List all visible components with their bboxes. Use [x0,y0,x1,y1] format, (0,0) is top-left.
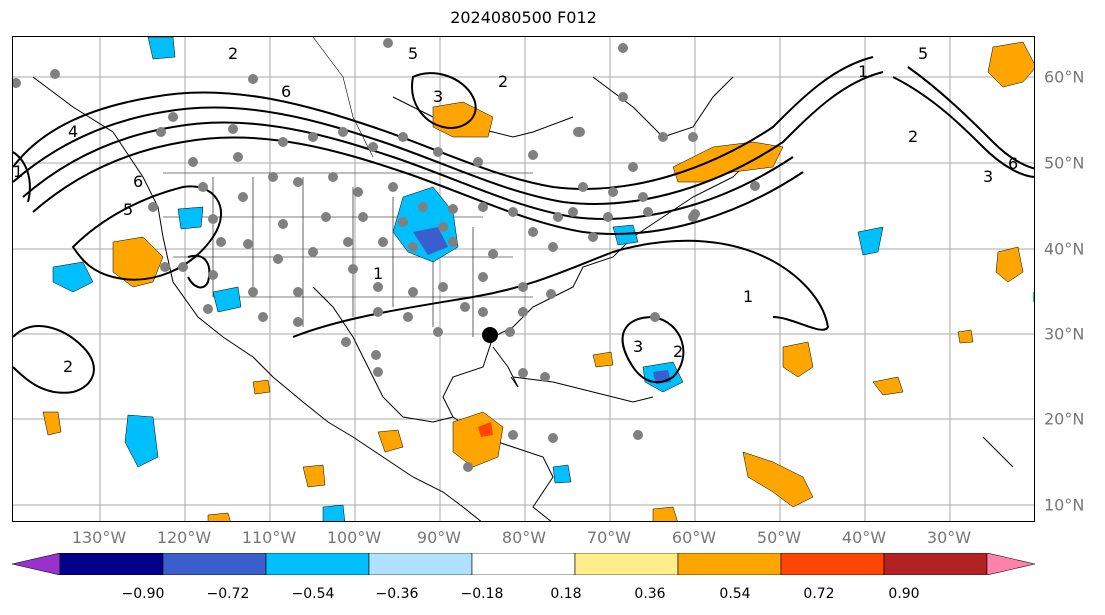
contour-label: 2 [228,44,238,63]
contour-label: 5 [408,44,418,63]
contour-label: 6 [133,172,143,191]
colorbar-segment [471,552,576,576]
colorbar-segment [780,552,885,576]
lon-label: 40°W [841,528,887,547]
highlight-station [482,327,498,343]
contours [13,56,1034,394]
contour-label: 6 [1008,154,1018,173]
colorbar-segment [677,552,782,576]
lon-label: 100°W [326,528,382,547]
contour-labels: 2 6 1 5 6 4 5 3 2 1 1 5 2 6 3 1 3 2 2 [13,44,1018,376]
contour-label: 1 [373,264,383,283]
colorbar-tick: 0.36 [634,586,666,602]
colorbar-tick: −0.36 [375,586,419,602]
lat-label: 30°N [1044,324,1085,344]
lon-label: 60°W [671,528,717,547]
lon-label: 30°W [926,528,972,547]
lat-label: 40°N [1044,239,1085,259]
lon-label: 50°W [756,528,802,547]
colorbar [11,552,1036,576]
map-panel: 2 6 1 5 6 4 5 3 2 1 1 5 2 6 3 1 3 2 2 [12,36,1035,522]
contour-label: 2 [498,72,508,91]
lon-label: 80°W [501,528,547,547]
lat-label: 50°N [1044,153,1085,173]
colorbar-segment [883,552,988,576]
contour-label: 3 [633,337,643,356]
contour-label: 5 [123,200,133,219]
station-markers [13,38,760,472]
colorbar-tick: 0.18 [550,586,582,602]
lon-label: 120°W [156,528,212,547]
colorbar-tick: −0.90 [121,586,165,602]
contour-label: 4 [68,122,78,141]
positive-anomaly-shading [42,41,1034,521]
colorbar-segment [574,552,679,576]
lat-label: 10°N [1044,495,1085,515]
lon-label: 110°W [241,528,297,547]
graticule [13,37,1034,521]
contour-label: 3 [433,87,443,106]
map-canvas: 2 6 1 5 6 4 5 3 2 1 1 5 2 6 3 1 3 2 2 [13,37,1034,521]
lat-label: 20°N [1044,409,1085,429]
contour-label: 3 [983,167,993,186]
lon-label: 130°W [71,528,127,547]
map-title: 2024080500 F012 [450,8,597,27]
coastlines [32,76,1014,521]
contour-label: 2 [673,342,683,361]
colorbar-tick: 0.54 [719,586,751,602]
colorbar-segment [368,552,473,576]
colorbar-extend-low [11,552,61,576]
contour-label: 6 [281,82,291,101]
colorbar-svg [11,552,1036,576]
colorbar-extend-high [986,552,1036,576]
colorbar-segment [59,552,164,576]
colorbar-segment [162,552,267,576]
lat-label: 60°N [1044,67,1085,87]
contour-label: 5 [918,44,928,63]
contour-label: 1 [13,162,23,181]
colorbar-tick: −0.72 [206,586,250,602]
contour-label: 2 [63,357,73,376]
colorbar-tick: 0.90 [888,586,920,602]
colorbar-segment [265,552,370,576]
contour-label: 1 [743,287,753,306]
lon-label: 70°W [586,528,632,547]
colorbar-tick: 0.72 [803,586,835,602]
contour-label: 1 [858,62,868,81]
contour-label: 2 [908,127,918,146]
negative-anomaly-shading [52,37,1034,521]
colorbar-tick: −0.18 [460,586,504,602]
lon-label: 90°W [416,528,462,547]
colorbar-tick: −0.54 [291,586,335,602]
